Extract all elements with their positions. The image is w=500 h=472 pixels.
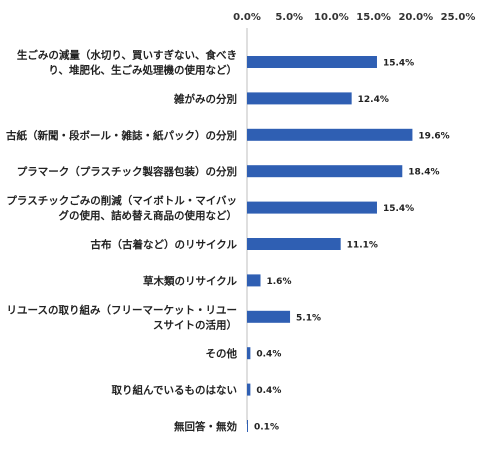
- category-label: プラスチックごみの削減（マイボトル・マイバッ: [6, 194, 237, 207]
- bar: [247, 238, 341, 250]
- category-label: 生ごみの減量（水切り、買いすぎない、食べき: [17, 49, 237, 62]
- data-label: 15.4%: [383, 204, 414, 214]
- data-label: 19.6%: [418, 131, 449, 141]
- x-tick-label: 25.0%: [441, 12, 476, 23]
- category-label: 古布（古着など）のリサイクル: [91, 238, 238, 251]
- category-label: 取り組んでいるものはない: [112, 384, 237, 397]
- data-label: 5.1%: [296, 313, 321, 323]
- bar: [247, 310, 291, 323]
- x-tick-label: 5.0%: [275, 12, 303, 23]
- category-label: リユースの取り組み（フリーマーケット・リユー: [7, 303, 237, 316]
- category-label: り、堆肥化、生ごみ処理機の使用など）: [48, 64, 237, 77]
- bar: [247, 56, 377, 68]
- data-label: 0.1%: [254, 423, 279, 433]
- bar: [247, 128, 413, 141]
- data-label: 15.4%: [383, 59, 414, 69]
- category-label: グの使用、詰め替え商品の使用など）: [59, 209, 238, 222]
- data-label: 11.1%: [347, 241, 378, 251]
- category-label: 無回答・無効: [174, 420, 237, 433]
- data-label: 12.4%: [358, 95, 389, 105]
- data-label: 1.6%: [267, 277, 292, 287]
- bar: [247, 347, 251, 360]
- data-label: 0.4%: [256, 386, 281, 396]
- bar: [247, 92, 352, 105]
- x-tick-label: 10.0%: [314, 12, 349, 23]
- category-label: 古紙（新聞・段ボール・雑誌・紙パック）の分別: [6, 129, 237, 142]
- x-tick-label: 0.0%: [233, 12, 261, 23]
- x-tick-label: 20.0%: [398, 12, 433, 23]
- bar: [247, 201, 377, 214]
- category-label: スサイトの活用）: [153, 318, 237, 331]
- category-label: プラマーク（プラスチック製容器包装）の分別: [17, 165, 237, 178]
- bar: [247, 274, 261, 287]
- bar: [247, 420, 248, 432]
- category-label: 雑がみの分別: [173, 92, 237, 105]
- category-label: その他: [206, 347, 238, 360]
- bar: [247, 383, 251, 396]
- x-tick-label: 15.0%: [356, 12, 391, 23]
- data-label: 0.4%: [256, 350, 281, 360]
- bar: [247, 165, 403, 178]
- data-label: 18.4%: [408, 168, 439, 178]
- category-label: 草木類のリサイクル: [143, 274, 237, 287]
